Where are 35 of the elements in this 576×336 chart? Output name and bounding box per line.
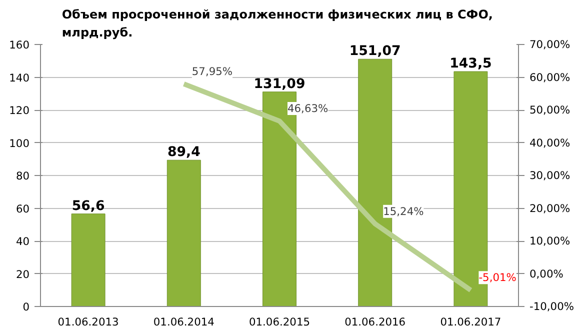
y2-tick-label: 20,00% xyxy=(530,202,570,215)
data-label: 57,95% xyxy=(192,64,233,78)
y-tick-label: 140 xyxy=(9,71,30,84)
x-tick-label: 01.06.2013 xyxy=(58,316,119,328)
y2-tick-label: 0,00% xyxy=(530,267,564,280)
data-label: 89,4 xyxy=(167,145,200,160)
x-tick-label: 01.06.2016 xyxy=(344,316,406,328)
y-tick-label: 80 xyxy=(16,170,30,182)
y-tick-label: 120 xyxy=(9,104,30,117)
data-label: 56,6 xyxy=(72,198,105,214)
x-tick-label: 01.06.2015 xyxy=(248,316,310,328)
y2-tick-label: 60,00% xyxy=(530,70,570,84)
data-label: 46,63% xyxy=(288,102,328,116)
x-tick-label: 01.06.2017 xyxy=(440,316,502,328)
y2-tick-label: 30,00% xyxy=(530,169,570,182)
y-tick-label: 40 xyxy=(16,235,30,248)
y-tick-label: 60 xyxy=(16,202,30,216)
y2-tick-label: 40,00% xyxy=(530,136,570,150)
data-label: -5,01% xyxy=(478,271,516,284)
y-tick-label: 20 xyxy=(16,268,30,281)
y-tick-label: 0 xyxy=(22,300,30,314)
y2-tick-label: -10,00% xyxy=(530,300,574,313)
y2-tick-label: 10,00% xyxy=(530,234,570,248)
bar xyxy=(71,214,106,306)
data-label: 131,09 xyxy=(254,76,306,92)
chart-title: Объем просроченной задолженности физических лиц в СФО, млрд.руб. xyxy=(62,7,493,40)
y-tick-label: 160 xyxy=(9,38,30,52)
data-label: 15,24% xyxy=(383,204,424,218)
data-label: 151,07 xyxy=(349,44,401,60)
y2-tick-label: 50,00% xyxy=(530,104,570,116)
bar xyxy=(166,160,201,306)
x-tick-label: 01.06.2014 xyxy=(153,316,215,328)
y-tick-label: 100 xyxy=(9,136,30,150)
data-label: 143,5 xyxy=(450,56,492,72)
y2-tick-label: 70,00% xyxy=(530,38,570,51)
